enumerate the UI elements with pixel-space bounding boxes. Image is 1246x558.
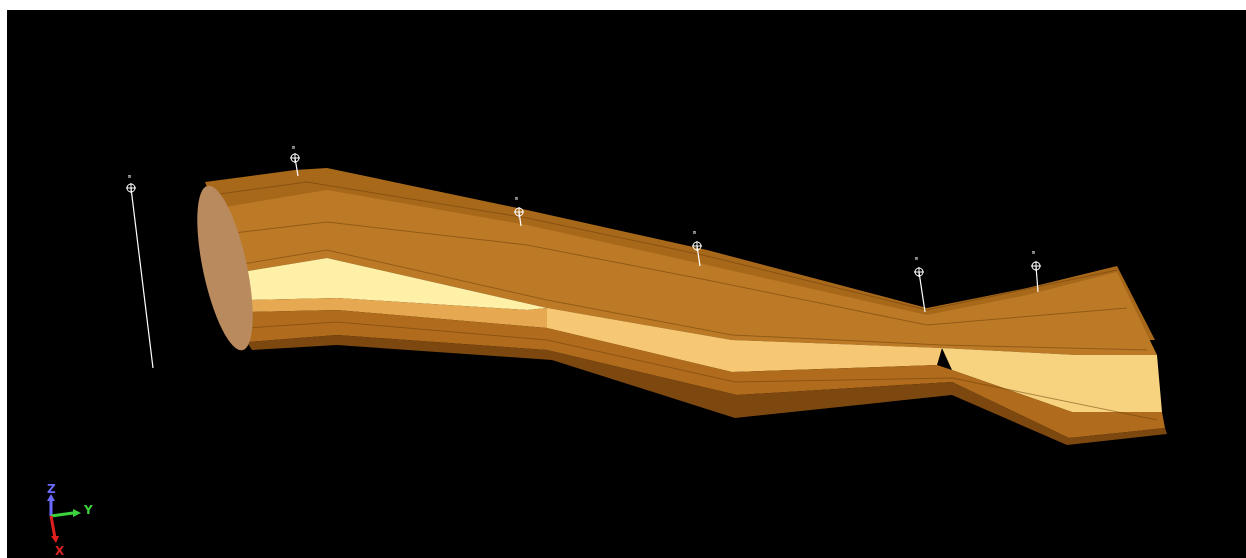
well-4[interactable]: m <box>692 230 702 267</box>
model-upper-band <box>207 190 1157 355</box>
well-3-label: m <box>515 196 518 202</box>
x-axis-icon <box>49 515 57 539</box>
x-axis-arrow-icon <box>51 536 59 543</box>
axes-triad: Z Y X <box>47 482 93 558</box>
well-3[interactable]: m <box>514 196 524 227</box>
model-facet-lines <box>211 181 1158 421</box>
x-axis-label: X <box>55 544 65 558</box>
y-axis-label: Y <box>83 503 93 517</box>
3d-viewport[interactable]: m m m m <box>7 10 1246 558</box>
model-bottom-band <box>247 335 1167 445</box>
y-axis-icon <box>50 511 74 518</box>
well-2-label: m <box>292 145 295 151</box>
well-2[interactable]: m <box>290 145 300 177</box>
model-highlight-mid <box>547 308 942 372</box>
z-axis-arrow-icon <box>47 494 55 501</box>
well-1[interactable]: m <box>126 174 154 369</box>
well-5[interactable]: m <box>914 256 926 313</box>
wells: m m m m <box>126 145 1041 369</box>
model-light-band-left <box>247 298 727 355</box>
3d-scene[interactable]: m m m m <box>7 10 1246 558</box>
geological-model[interactable] <box>186 168 1167 445</box>
y-axis-arrow-icon <box>73 509 81 517</box>
well-5-line <box>918 271 926 313</box>
model-lower-band <box>247 310 1165 438</box>
well-6[interactable]: m <box>1031 250 1041 293</box>
model-highlight-right <box>942 348 1162 412</box>
model-end-cap <box>197 185 253 351</box>
model-highlight-left <box>242 258 547 310</box>
z-axis-label: Z <box>47 482 56 496</box>
well-4-label: m <box>693 230 696 236</box>
well-1-label: m <box>128 174 131 180</box>
well-5-label: m <box>915 256 918 262</box>
well-1-line <box>130 187 154 369</box>
well-6-label: m <box>1032 250 1035 256</box>
